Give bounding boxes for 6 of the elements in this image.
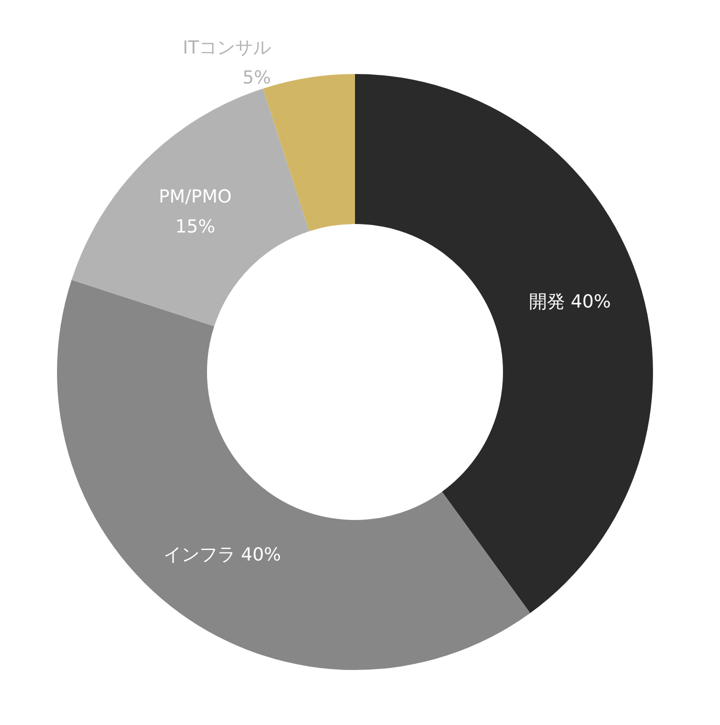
- data-label: 5%: [242, 67, 272, 88]
- data-label: 15%: [175, 216, 216, 238]
- slice-label: ITコンサル: [182, 37, 272, 58]
- slice-label: PM/PMO: [158, 186, 232, 208]
- slice-label: 開発 40%: [529, 292, 611, 313]
- slice-label: インフラ 40%: [163, 544, 282, 566]
